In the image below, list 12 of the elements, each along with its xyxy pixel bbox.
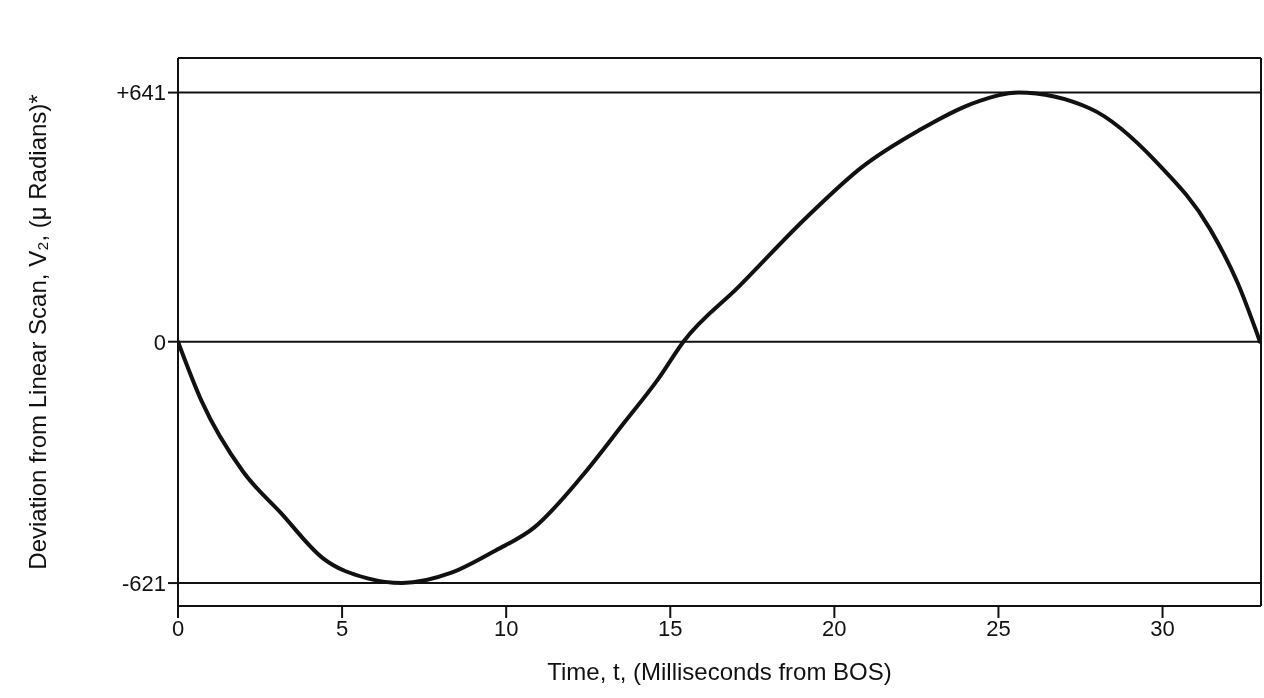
- x-tick-label: 0: [171, 615, 185, 641]
- x-tick-label: 20: [822, 615, 847, 641]
- y-axis-title: Deviation from Linear Scan, V₂, (μ Radians)*: [24, 94, 51, 570]
- y-tick-label: +641: [116, 80, 166, 106]
- x-tick-label: 10: [493, 615, 519, 641]
- x-tick-label: 5: [335, 615, 349, 641]
- x-tick-label: 30: [1150, 615, 1175, 641]
- y-tick-label: -621: [121, 570, 166, 596]
- x-tick-label: 15: [658, 615, 683, 641]
- x-tick-label: 25: [986, 615, 1011, 641]
- x-axis-title: Time, t, (Milliseconds from BOS): [547, 658, 892, 685]
- y-tick-label: 0: [153, 329, 166, 355]
